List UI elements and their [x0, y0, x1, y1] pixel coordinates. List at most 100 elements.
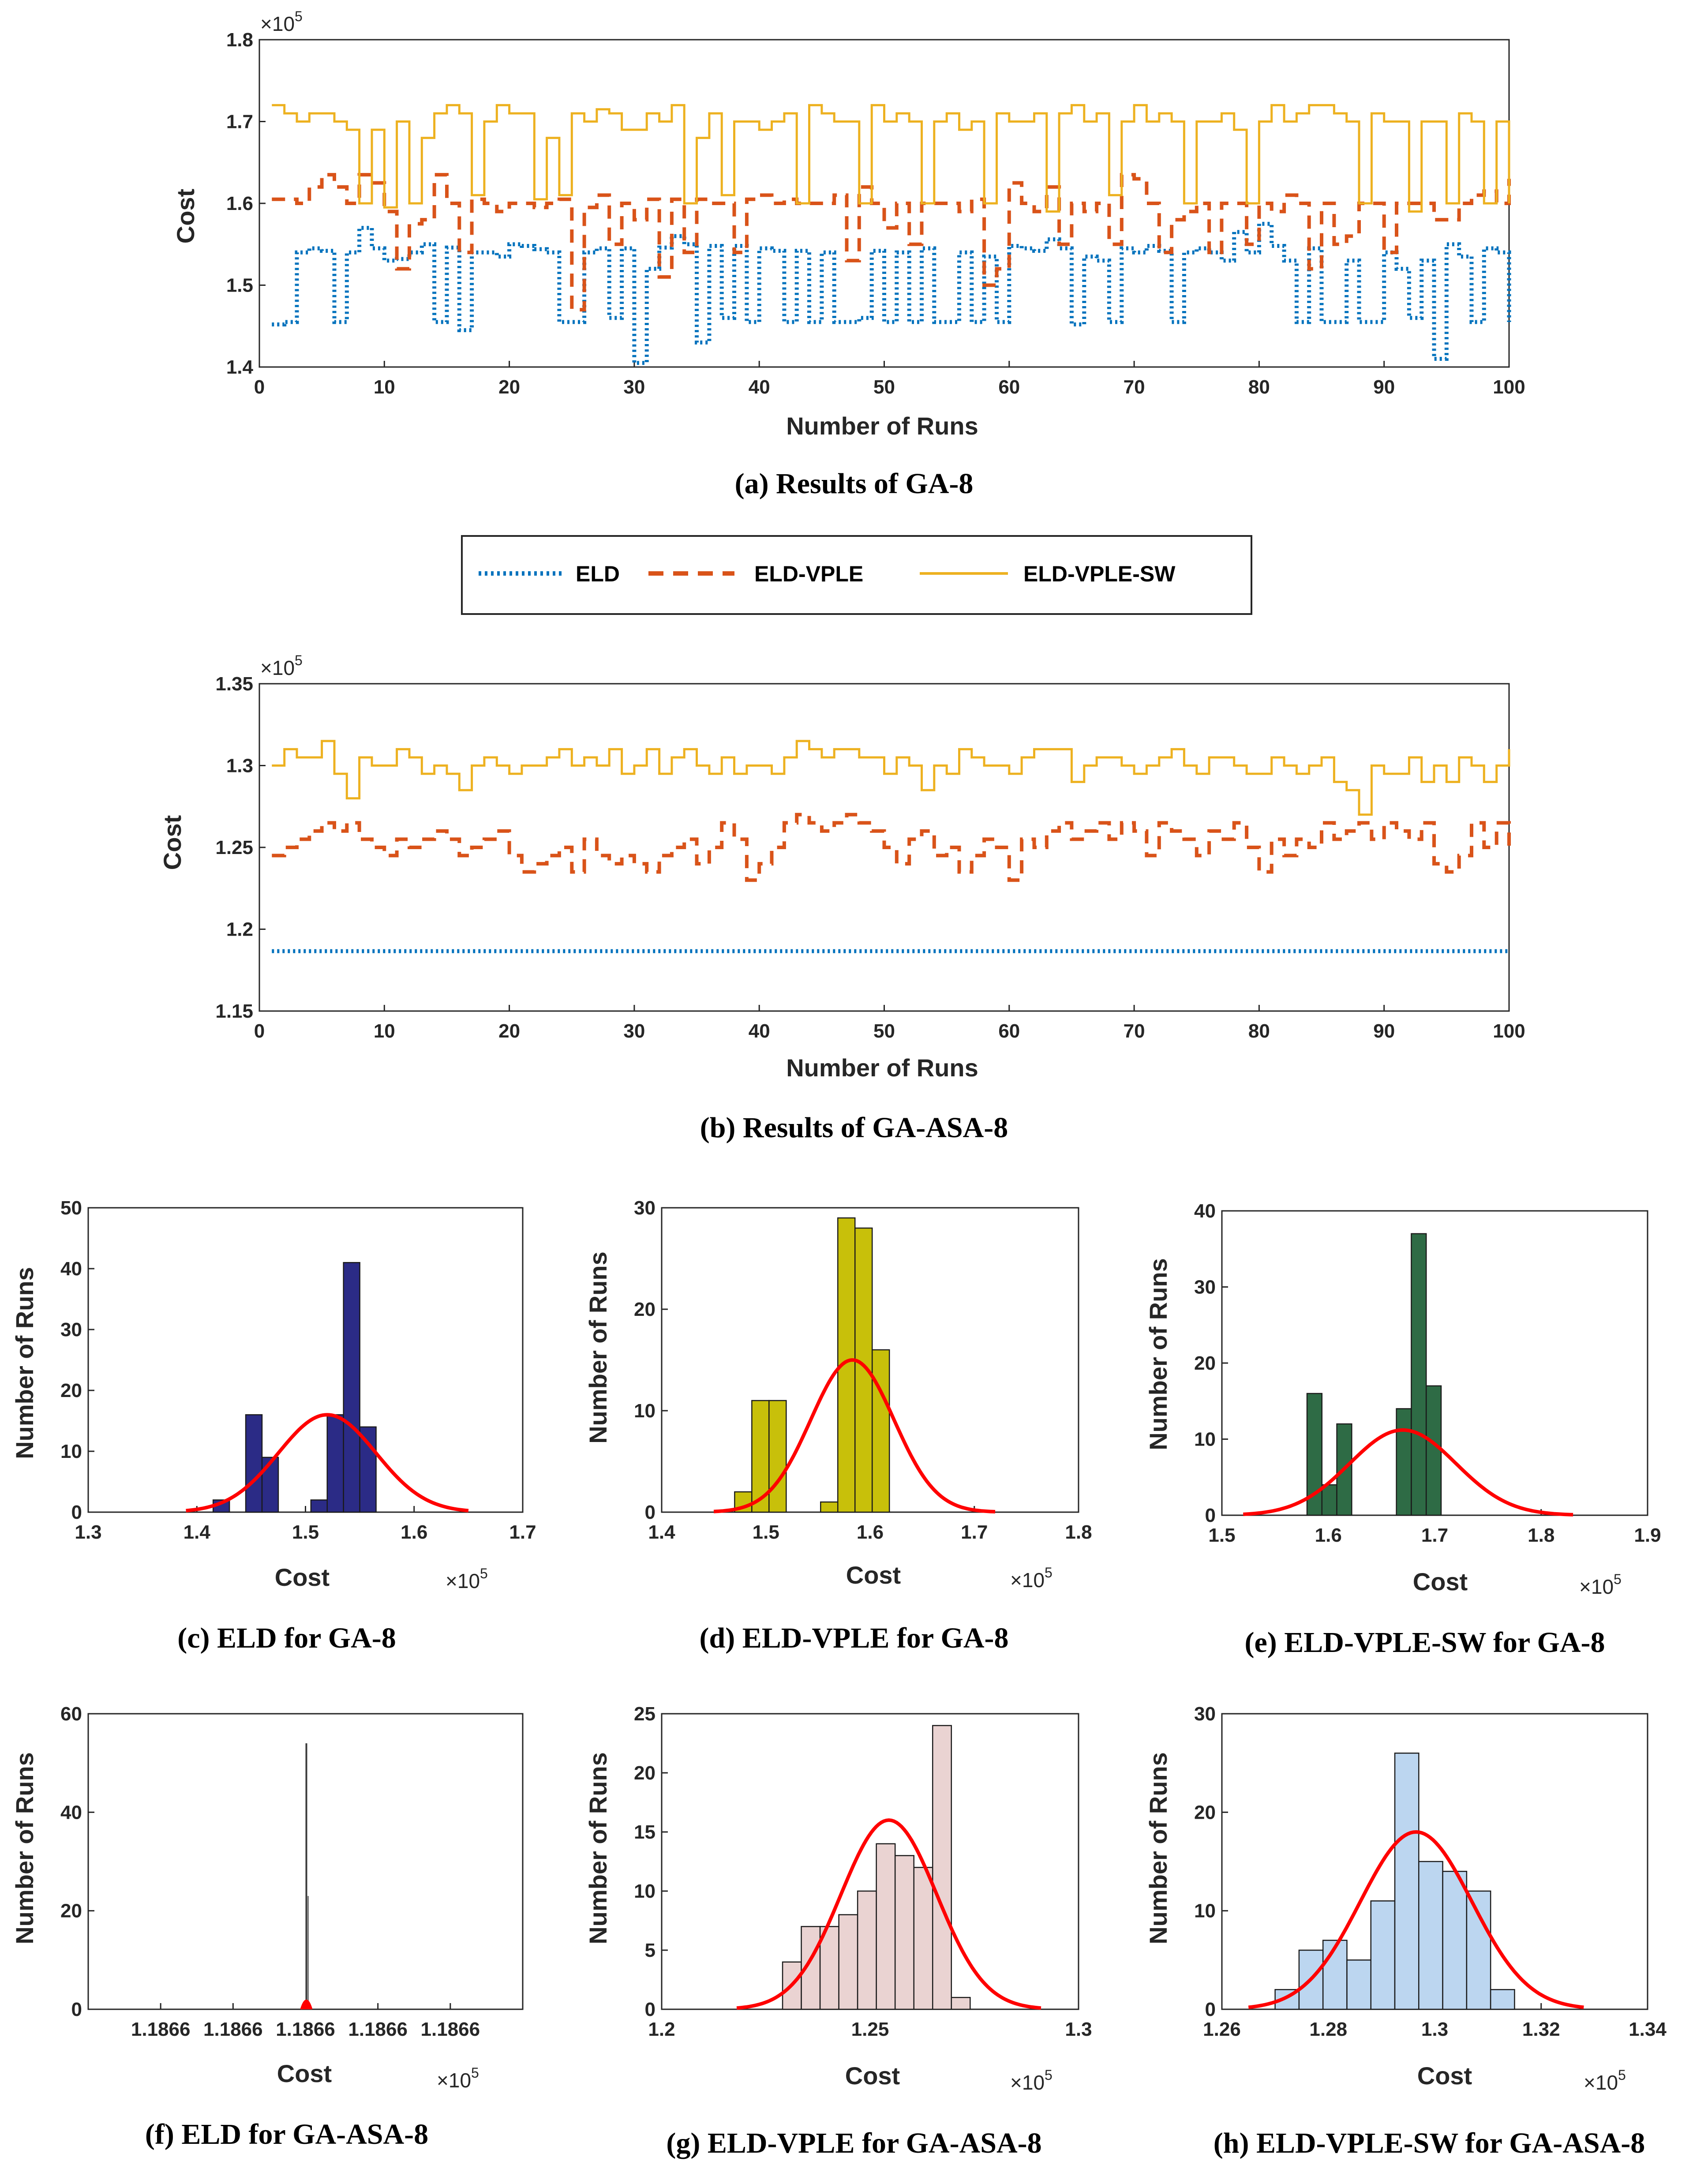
panel-c-ytick-label: 0 — [71, 1502, 82, 1523]
panel-a: 1.4 1.5 1.6 1.7 1.8 0 10 20 30 40 50 60 70 80 90 100 Nu… — [172, 8, 1525, 500]
panel-a-frame — [258, 39, 1510, 368]
panel-e-bar — [1411, 1233, 1427, 1516]
panel-g-bar — [819, 1926, 839, 2010]
panel-h-bar — [1370, 1900, 1396, 2010]
panel-b-xtick-label: 40 — [749, 1020, 770, 1042]
panel-h-xtick-label: 1.26 — [1203, 2019, 1241, 2040]
panel-a-ytick-label: 1.8 — [226, 29, 253, 51]
panel-h-ytick-label: 10 — [1194, 1900, 1216, 1922]
panel-d-xlabel: Cost — [846, 1561, 901, 1589]
panel-e-ytick-label: 0 — [1205, 1505, 1216, 1526]
panel-f-xtick-label: 1.1866 — [203, 2019, 263, 2040]
panel-g-ylabel: Number of Runs — [584, 1752, 612, 1944]
panel-h-ytick-label: 20 — [1194, 1802, 1216, 1823]
legend-label-eld: ELD — [576, 562, 620, 586]
panel-d-ytick-label: 20 — [634, 1299, 655, 1320]
panel-d: 0 10 20 30 1.4 1.5 1.6 1.7 1.8 Cost Number of Ru… — [584, 1197, 1092, 1654]
legend-label-eld-vple-sw: ELD-VPLE-SW — [1023, 562, 1176, 586]
panel-b-series-eld-vple-sw — [272, 740, 1510, 816]
panel-a-xtick-label: 100 — [1493, 376, 1525, 398]
panel-e-xtick-label: 1.6 — [1315, 1524, 1342, 1546]
panel-a-xtick-label: 50 — [873, 376, 895, 398]
panel-a-xtick-label: 90 — [1373, 376, 1395, 398]
panel-b-xtick-label: 100 — [1493, 1020, 1525, 1042]
panel-c-ytick-label: 50 — [60, 1197, 82, 1219]
panel-h-fit-curve — [1248, 1830, 1584, 2009]
panel-g-multiplier-exp: 5 — [1045, 2067, 1053, 2083]
panel-a-xlabel: Number of Runs — [786, 412, 978, 440]
panel-e-caption: (e) ELD-VPLE-SW for GA-8 — [1244, 1626, 1605, 1659]
panel-h-bar — [1466, 1890, 1491, 2010]
panel-g-bar — [932, 1725, 952, 2010]
panel-e-multiplier-exp: 5 — [1614, 1571, 1622, 1587]
panel-h-caption: (h) ELD-VPLE-SW for GA-ASA-8 — [1214, 2127, 1645, 2159]
panel-c-bar — [245, 1414, 263, 1513]
panel-g-ytick-label: 0 — [645, 1999, 655, 2020]
panel-a-multiplier-exp: 5 — [295, 8, 303, 24]
panel-g-multiplier-base: ×10 — [1010, 2071, 1045, 2094]
panel-f-caption: (f) ELD for GA-ASA-8 — [145, 2118, 428, 2150]
panel-b-xlabel: Number of Runs — [786, 1054, 978, 1082]
panel-e-xtick-label: 1.9 — [1634, 1524, 1661, 1546]
panel-f-multiplier-base: ×10 — [437, 2069, 471, 2092]
panel-c-ytick-label: 20 — [60, 1380, 82, 1401]
panel-d-xtick-label: 1.7 — [961, 1521, 988, 1543]
panel-a-series-eld-vple-sw — [272, 104, 1510, 213]
panel-g-bar — [913, 1867, 933, 2010]
panel-c-xtick-label: 1.3 — [75, 1521, 101, 1543]
plot-d-area: 0 10 20 30 1.4 1.5 1.6 1.7 1.8 — [634, 1197, 1092, 1543]
panel-f-multiplier-exp: 5 — [471, 2065, 479, 2081]
panel-c-fit-curve — [186, 1413, 469, 1513]
panel-e-xtick-label: 1.7 — [1421, 1524, 1448, 1546]
panel-c-ytick-label: 10 — [60, 1441, 82, 1462]
panel-h-xtick-label: 1.32 — [1522, 2019, 1560, 2040]
panel-g-ytick-label: 15 — [634, 1821, 655, 1843]
panel-h-multiplier: ×105 — [1584, 2067, 1626, 2094]
panel-f-xtick-label: 1.1866 — [276, 2019, 335, 2040]
panel-h-xtick-label: 1.28 — [1309, 2019, 1347, 2040]
panel-a-xtick-label: 20 — [498, 376, 520, 398]
panel-h-bar — [1442, 1871, 1468, 2010]
panel-d-ylabel: Number of Runs — [584, 1251, 612, 1444]
panel-g: 0 5 10 15 20 25 1.2 1.25 1.3 Cost Number of Runs… — [584, 1703, 1092, 2159]
panel-f-ytick-label: 0 — [71, 1999, 82, 2020]
panel-b-xtick-label: 70 — [1124, 1020, 1145, 1042]
plot-h-area: 0 10 20 30 1.26 1.28 1.3 1.32 1.34 — [1194, 1703, 1667, 2040]
panel-e: 0 10 20 30 40 1.5 1.6 1.7 1.8 1.9 Cost Number of … — [1144, 1200, 1661, 1659]
panel-h-xlabel: Cost — [1417, 2062, 1472, 2090]
panel-d-xtick-label: 1.4 — [648, 1521, 675, 1543]
panel-e-fit-curve — [1243, 1428, 1573, 1517]
panel-h-ytick-label: 30 — [1194, 1703, 1216, 1725]
panel-e-bar — [1425, 1385, 1442, 1516]
panel-a-ytick-label: 1.5 — [226, 275, 253, 296]
panel-a-ytick-label: 1.7 — [226, 111, 253, 133]
panel-g-xtick-label: 1.25 — [851, 2019, 889, 2040]
panel-c-multiplier: ×105 — [446, 1566, 488, 1592]
panel-a-xtick-label: 10 — [374, 376, 395, 398]
panel-d-caption: (d) ELD-VPLE for GA-8 — [700, 1622, 1009, 1654]
legend: ELD ELD-VPLE ELD-VPLE-SW — [461, 535, 1252, 615]
panel-b-xtick-label: 10 — [374, 1020, 395, 1042]
panel-e-bar — [1396, 1408, 1412, 1516]
panel-g-ytick-label: 5 — [645, 1940, 655, 1961]
panel-h-bar — [1418, 1861, 1443, 2010]
panel-a-multiplier-base: ×10 — [260, 12, 295, 35]
panel-h-bar — [1490, 1989, 1515, 2010]
panel-e-ytick-label: 30 — [1194, 1277, 1216, 1298]
panel-d-xtick-label: 1.6 — [857, 1521, 884, 1543]
panel-a-xtick-label: 30 — [623, 376, 645, 398]
panel-h-multiplier-base: ×10 — [1584, 2071, 1618, 2094]
panel-e-xlabel: Cost — [1413, 1568, 1468, 1596]
panel-h-xtick-label: 1.3 — [1421, 2019, 1448, 2040]
legend-box — [461, 535, 1252, 615]
panel-e-xtick-label: 1.5 — [1208, 1524, 1235, 1546]
panel-c-bar — [343, 1262, 360, 1513]
panel-d-bar — [820, 1501, 839, 1513]
panel-a-ytick-label: 1.6 — [226, 193, 253, 214]
panel-g-bar — [876, 1843, 896, 2010]
panel-g-bar — [951, 1996, 971, 2010]
panel-a-xtick-label: 80 — [1248, 376, 1270, 398]
plot-c-area: 0 10 20 30 40 50 1.3 1.4 1.5 1.6 1.7 — [60, 1197, 536, 1543]
panel-f: 0 20 40 60 1.1866 1.1866 1.1866 1.1866 1.1866 Co… — [11, 1703, 524, 2150]
panel-b-xtick-label: 20 — [498, 1020, 520, 1042]
